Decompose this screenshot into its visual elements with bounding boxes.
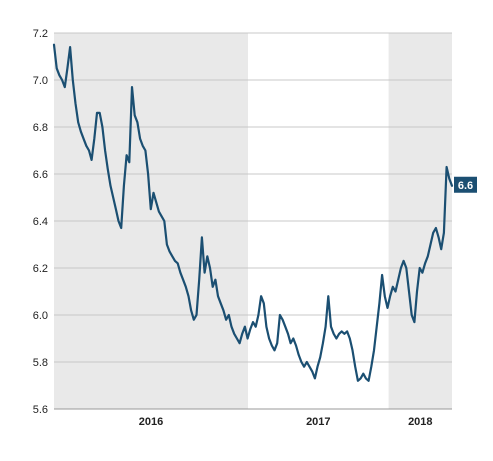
last-value-badge [454,176,477,193]
grid-lines [54,32,452,410]
x-tick-label: 2016 [139,416,163,428]
y-tick-label: 7.2 [33,28,48,40]
y-tick-label: 5.8 [33,357,48,369]
last-value-text: 6.6 [458,180,473,192]
series-line [52,43,454,382]
y-axis: 7.2 7.0 6.8 6.6 6.4 6.2 6.0 5.8 5.6 [33,28,48,416]
x-tick-label: 2018 [408,416,432,428]
y-tick-label: 6.6 [33,169,48,181]
y-tick-label: 7.0 [33,75,48,87]
y-tick-label: 5.6 [33,404,48,416]
y-tick-label: 6.2 [33,263,48,275]
y-tick-label: 6.8 [33,122,48,134]
x-tick-label: 2017 [306,416,330,428]
last-value-label: 6.6 [454,176,477,193]
y-tick-label: 6.4 [33,216,48,228]
y-tick-label: 6.0 [33,310,48,322]
x-axis: 2016 2017 2018 [139,416,433,428]
